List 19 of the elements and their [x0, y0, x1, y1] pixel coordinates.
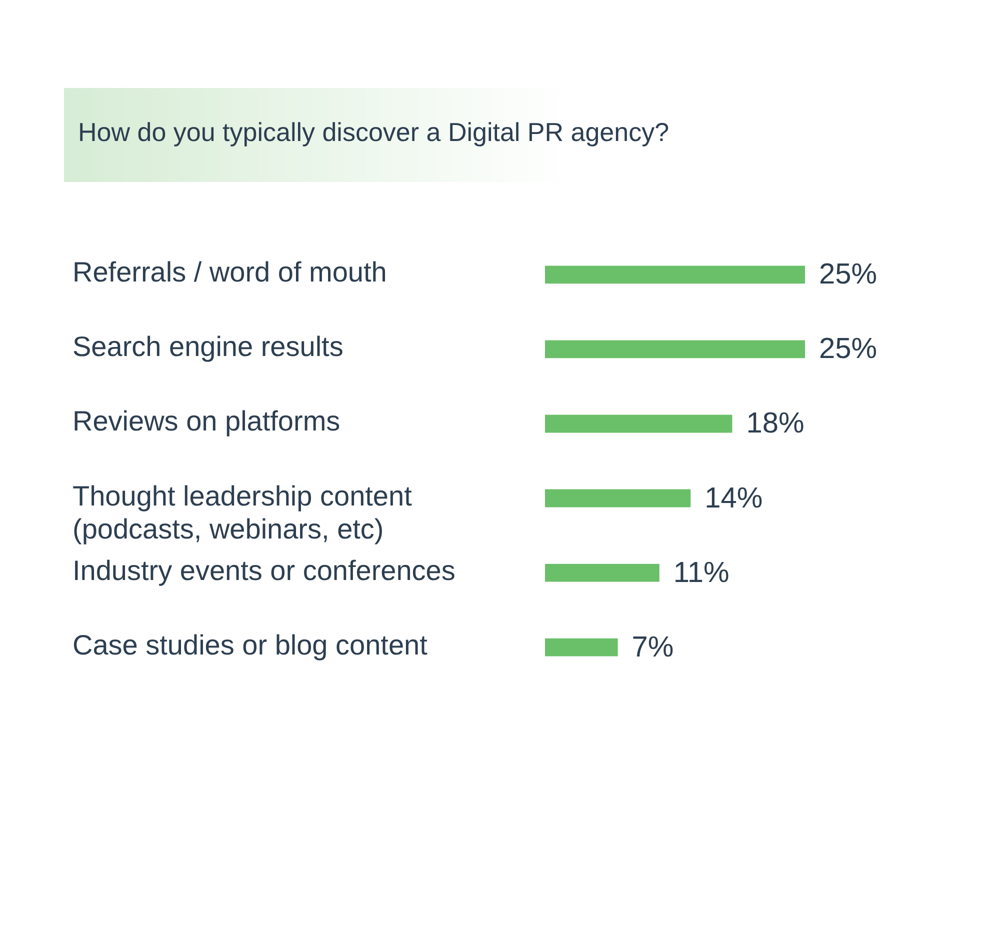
y-tick-label: Industry events or conferences: [72, 554, 456, 586]
data-label: 7%: [632, 631, 674, 664]
bar: [545, 266, 805, 284]
chart-title: How do you typically discover a Digital PR agency?: [78, 117, 670, 147]
data-label: 11%: [673, 556, 730, 589]
data-label: 14%: [704, 482, 763, 514]
y-tick-label: Thought leadership content (podcasts, webinars, etc): [72, 480, 412, 544]
bar: [545, 414, 732, 433]
y-tick-label: Reviews on platforms: [72, 406, 340, 437]
bar: [545, 340, 805, 358]
bar: [545, 564, 660, 582]
data-label: 18%: [746, 408, 804, 440]
data-label: 25%: [819, 258, 878, 291]
y-tick-label: Case studies or blog content: [72, 629, 428, 660]
bar: [545, 489, 691, 508]
y-tick-label: Referrals / word of mouth: [72, 256, 387, 288]
bar: [545, 638, 618, 656]
data-label: 25%: [819, 333, 878, 366]
y-tick-label: Search engine results: [72, 331, 344, 362]
